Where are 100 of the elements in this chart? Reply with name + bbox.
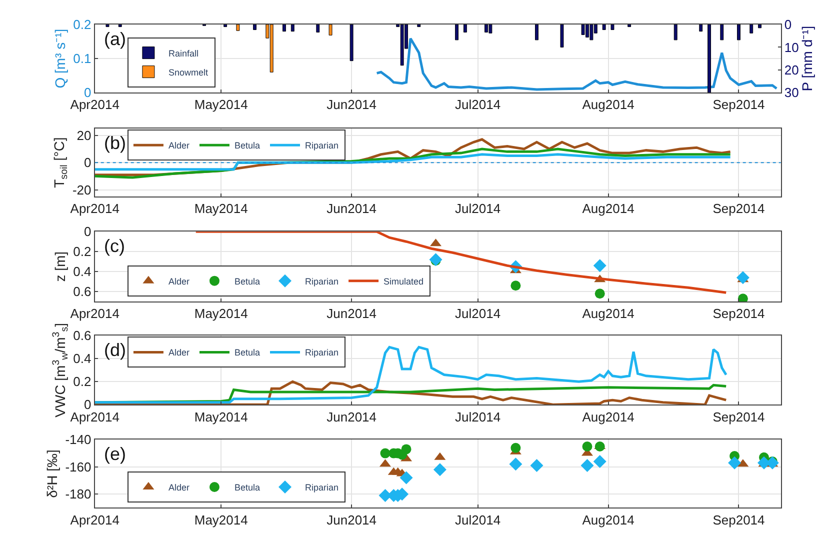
bar <box>417 24 421 28</box>
y-tick-label: 0.6 <box>73 328 92 344</box>
x-tick-label: Apr2014 <box>70 306 120 322</box>
bar <box>602 24 606 30</box>
legend-label: Riparian <box>305 140 339 151</box>
point <box>594 441 605 452</box>
x-tick-label: Jul2014 <box>455 97 501 112</box>
y-tick-label: -140 <box>65 432 92 448</box>
bar <box>488 24 492 34</box>
legend-label: Betula <box>234 348 260 358</box>
point <box>509 458 522 471</box>
y-axis-title: δ²H [‰] <box>44 450 60 498</box>
x-tick-label: Jun2014 <box>326 409 377 424</box>
y-tick-label: 0.1 <box>73 51 92 66</box>
bar <box>758 24 762 28</box>
chart-title: (b) <box>104 133 126 153</box>
x-tick-label: Sep2014 <box>712 409 765 424</box>
x-tick-label: Jun2014 <box>326 97 377 112</box>
bar <box>737 24 740 40</box>
legend-label: Snowmelt <box>168 67 208 78</box>
x-tick-label: Aug2014 <box>582 201 634 216</box>
legend-label: Alder <box>168 482 190 492</box>
bar <box>316 24 320 32</box>
y-tick-label: -160 <box>65 459 92 474</box>
bar <box>270 24 274 72</box>
bar <box>350 24 354 62</box>
bar <box>535 24 538 40</box>
x-tick-label: Aug2014 <box>582 409 634 424</box>
line-series <box>376 37 778 91</box>
bar <box>118 24 122 28</box>
point <box>593 259 606 272</box>
x-tick-label: Jul2014 <box>455 409 501 424</box>
x-tick-label: Sep2014 <box>712 512 765 528</box>
x-tick-label: Jul2014 <box>455 512 501 528</box>
chart-title: (e) <box>104 444 126 464</box>
y2-tick-label: 0 <box>784 17 792 32</box>
point <box>510 280 521 291</box>
legend-label: Betula <box>234 482 260 492</box>
y-tick-label: 0.4 <box>73 351 92 366</box>
legend-label: Betula <box>234 276 260 286</box>
bar <box>750 24 754 34</box>
y-tick-label: 0.4 <box>73 264 92 280</box>
line-series <box>194 232 728 294</box>
x-tick-label: May2014 <box>194 201 248 216</box>
chart-title: (a) <box>104 29 126 49</box>
x-tick-label: Aug2014 <box>582 97 634 112</box>
chart-title: (d) <box>104 340 126 360</box>
x-tick-label: Jun2014 <box>326 201 377 216</box>
y-axis-title: z [m] <box>52 251 68 282</box>
y-tick-label: 0.6 <box>73 284 92 300</box>
x-tick-label: Jun2014 <box>326 512 377 528</box>
legend-label: Alder <box>168 348 190 358</box>
y2-tick-label: 10 <box>784 40 799 55</box>
y-tick-label: 0 <box>84 224 92 240</box>
y-tick-label: 20 <box>76 128 92 143</box>
y-tick-label: -180 <box>65 486 92 502</box>
y2-tick-label: 20 <box>784 62 799 78</box>
y-tick-label: 0 <box>84 155 92 170</box>
point <box>400 471 413 484</box>
bar <box>560 24 564 48</box>
x-tick-label: Aug2014 <box>582 512 634 528</box>
x-tick-label: May2014 <box>194 97 248 112</box>
point <box>433 463 446 476</box>
point <box>580 459 594 472</box>
x-tick-label: Jul2014 <box>455 201 501 216</box>
x-tick-label: May2014 <box>194 409 248 424</box>
bar <box>328 24 332 36</box>
x-tick-label: Apr2014 <box>70 201 120 216</box>
x-tick-label: May2014 <box>194 512 248 528</box>
legend-label: Rainfall <box>168 48 198 58</box>
legend-label: Alder <box>168 140 190 151</box>
bar <box>400 24 404 66</box>
point <box>530 459 544 472</box>
bar <box>253 24 256 30</box>
x-tick-label: Sep2014 <box>712 97 765 112</box>
y-tick-label: -20 <box>72 182 92 198</box>
bar <box>628 24 632 28</box>
y-tick-label: 0.2 <box>73 17 92 32</box>
legend-label: Simulated <box>384 276 424 286</box>
point <box>728 456 742 470</box>
point <box>738 294 748 302</box>
x-tick-label: Sep2014 <box>712 201 765 216</box>
x-tick-label: May2014 <box>194 306 248 322</box>
legend-label: Riparian <box>305 276 339 286</box>
point <box>594 288 605 299</box>
point <box>593 454 606 468</box>
x-tick-label: Apr2014 <box>70 512 120 528</box>
chart-title: (c) <box>104 236 125 256</box>
bar <box>708 24 711 93</box>
y2-tick-label: 30 <box>784 85 799 100</box>
bar <box>610 24 614 30</box>
legend-label: Riparian <box>305 348 339 358</box>
legend-label: Riparian <box>305 482 339 492</box>
bar <box>484 24 488 32</box>
bar <box>463 24 467 32</box>
x-tick-label: Sep2014 <box>712 306 765 322</box>
y-tick-label: 0.2 <box>73 244 92 260</box>
bar <box>106 24 110 28</box>
bar <box>455 24 458 40</box>
point <box>736 271 750 284</box>
